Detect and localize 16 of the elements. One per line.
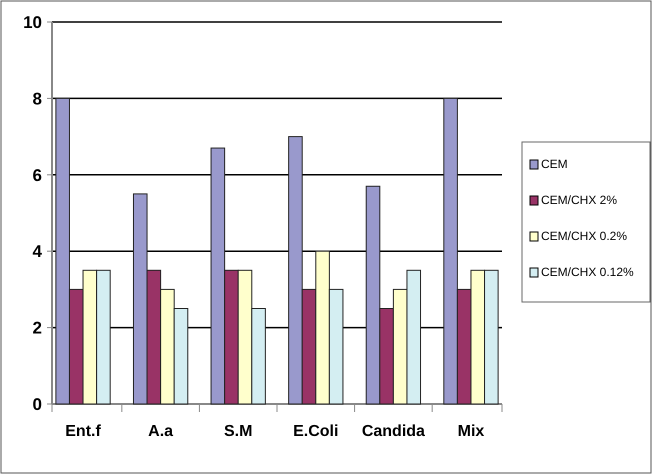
y-tick-label: 0 bbox=[32, 394, 42, 414]
x-tick-label: Ent.f bbox=[65, 423, 102, 440]
x-tick-label: S.M bbox=[224, 423, 252, 440]
y-tick-label: 8 bbox=[32, 89, 42, 108]
legend-label: CEM/CHX 0.12% bbox=[541, 265, 634, 279]
x-tick-label: A.a bbox=[148, 423, 174, 440]
x-tick-label: Candida bbox=[362, 423, 426, 440]
y-tick-label: 4 bbox=[32, 242, 43, 262]
x-tick-label: E.Coli bbox=[293, 423, 338, 440]
y-tick-label: 2 bbox=[32, 318, 42, 338]
legend-label: CEM/CHX 2% bbox=[541, 193, 618, 207]
y-tick-label: 10 bbox=[23, 12, 42, 32]
legend-label: CEM/CHX 0.2% bbox=[541, 229, 628, 243]
x-tick-label: Mix bbox=[458, 423, 484, 440]
legend-label: CEM bbox=[541, 157, 568, 171]
y-tick-label: 6 bbox=[32, 166, 42, 185]
